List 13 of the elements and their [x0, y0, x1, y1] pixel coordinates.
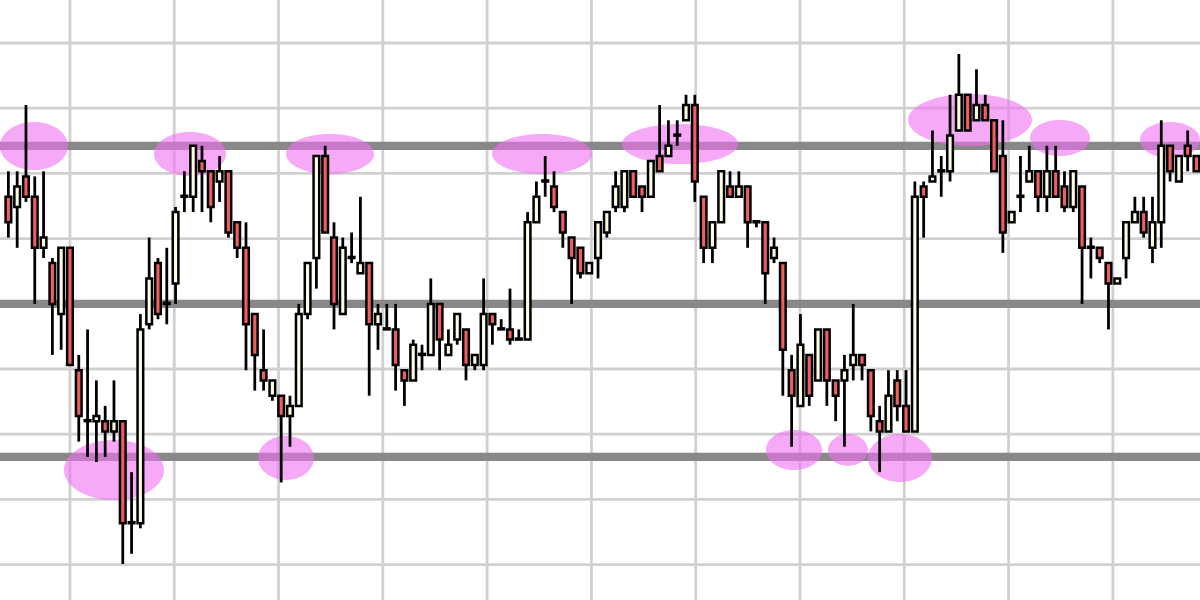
candlestick	[558, 210, 567, 250]
candlestick	[857, 353, 867, 382]
candlestick	[391, 302, 400, 392]
candlestick	[4, 169, 13, 239]
candlestick	[1060, 169, 1069, 214]
candlestick	[505, 287, 515, 347]
candlestick	[39, 169, 48, 260]
candlestick	[1104, 261, 1113, 331]
candlestick	[197, 144, 207, 214]
candlestick	[435, 302, 444, 372]
candlestick	[620, 169, 629, 214]
candlestick	[83, 328, 92, 459]
candlestick	[567, 236, 576, 306]
